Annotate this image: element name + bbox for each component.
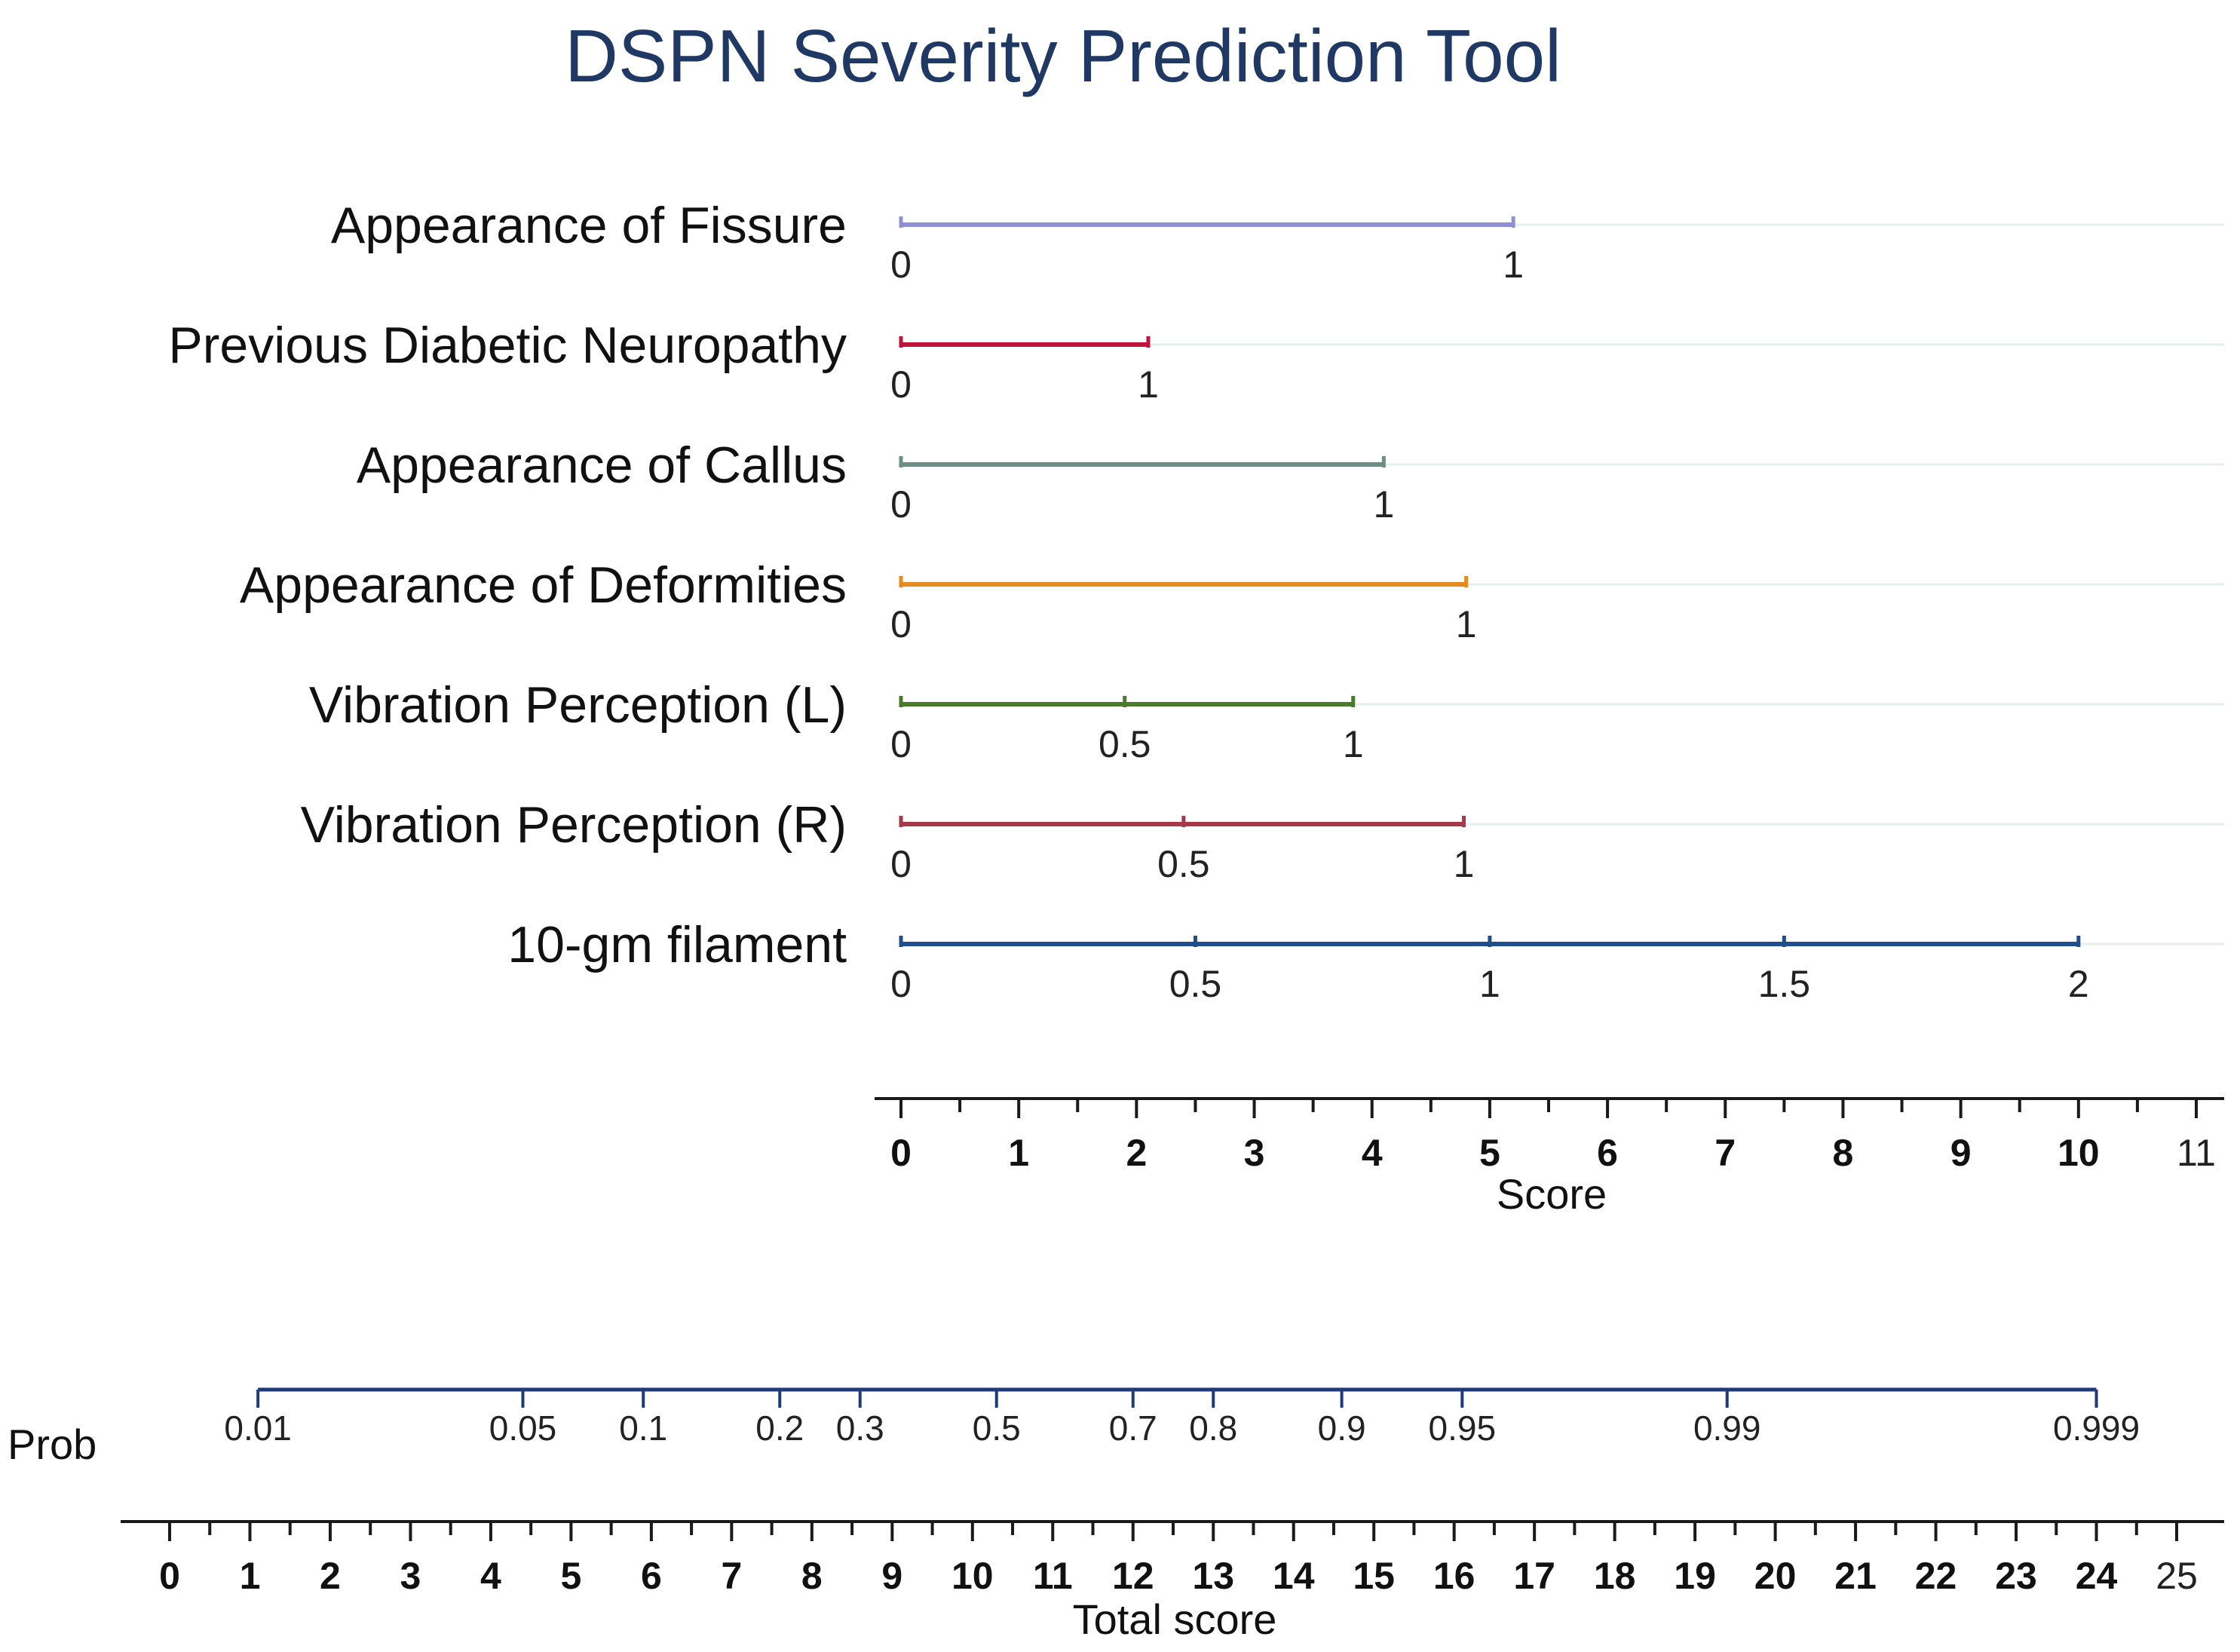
score-tick-label: 5 — [1479, 1132, 1500, 1174]
variable-label-vibration-perception-r: Vibration Perception (R) — [301, 796, 847, 854]
point-label-appearance-of-callus: 0 — [890, 483, 912, 526]
point-label-previous-diabetic-neuropathy: 0 — [890, 363, 912, 406]
chart-title: DSPN Severity Prediction Tool — [565, 14, 1561, 97]
total-tick-label: 16 — [1433, 1555, 1475, 1597]
prob-tick-label: 0.9 — [1318, 1408, 1366, 1448]
total-tick-label: 0 — [159, 1555, 180, 1597]
total-tick-label: 11 — [1033, 1555, 1073, 1597]
total-tick-label: 2 — [320, 1555, 341, 1597]
total-tick-label: 13 — [1192, 1555, 1234, 1597]
variable-label-10-gm-filament: 10-gm filament — [507, 916, 847, 973]
total-tick-label: 3 — [400, 1555, 421, 1597]
prob-tick-label: 0.01 — [224, 1408, 292, 1448]
total-tick-label: 23 — [1995, 1555, 2037, 1597]
point-label-vibration-perception-r: 0.5 — [1157, 843, 1210, 885]
point-label-vibration-perception-l: 0.5 — [1099, 723, 1151, 765]
total-tick-label: 15 — [1353, 1555, 1395, 1597]
score-tick-label: 8 — [1833, 1132, 1854, 1174]
prob-tick-label: 0.2 — [755, 1408, 804, 1448]
total-tick-label: 17 — [1513, 1555, 1555, 1597]
total-tick-label: 25 — [2156, 1555, 2198, 1597]
total-axis-title: Total score — [1073, 1595, 1277, 1643]
probability-axis: Prob 0.01 0.05 0.1 0.2 0.3 0.5 0.7 0.8 0.9 0.95 0.9… — [8, 1387, 2140, 1468]
point-label-vibration-perception-l: 1 — [1343, 723, 1364, 765]
total-tick-label: 19 — [1674, 1555, 1716, 1597]
point-label-10-gm-filament: 0.5 — [1169, 963, 1222, 1005]
score-tick-label: 4 — [1362, 1132, 1383, 1174]
point-label-appearance-of-fissure: 0 — [890, 244, 912, 286]
total-tick-label: 6 — [641, 1555, 662, 1597]
prob-axis-title: Prob — [8, 1421, 97, 1468]
score-tick-label: 0 — [890, 1132, 912, 1174]
score-tick-label: 9 — [1950, 1132, 1972, 1174]
prob-tick-label: 0.1 — [619, 1408, 667, 1448]
point-label-vibration-perception-r: 1 — [1454, 843, 1475, 885]
total-score-axis: 0 1 2 3 4 5 6 7 8 9 10 11 12 13 14 15 16 17 18 19 20 21 22 23 24… — [121, 1520, 2224, 1643]
score-tick-label: 1 — [1008, 1132, 1029, 1174]
prob-tick-label: 0.999 — [2053, 1408, 2140, 1448]
prob-tick-label: 0.5 — [973, 1408, 1021, 1448]
total-tick-label: 24 — [2076, 1555, 2118, 1597]
prob-tick-label: 0.99 — [1693, 1408, 1761, 1448]
point-label-vibration-perception-l: 0 — [890, 723, 912, 765]
score-axis: 0 1 2 3 4 5 6 7 8 9 10 11 Score — [875, 1097, 2224, 1218]
score-tick-label: 2 — [1126, 1132, 1147, 1174]
total-tick-label: 5 — [560, 1555, 581, 1597]
score-axis-title: Score — [1497, 1170, 1607, 1218]
point-label-appearance-of-fissure: 1 — [1503, 244, 1524, 286]
score-tick-label: 7 — [1714, 1132, 1736, 1174]
score-tick-label: 11 — [2177, 1132, 2216, 1174]
prob-tick-label: 0.95 — [1429, 1408, 1497, 1448]
variables-layer: Appearance of Fissure 0 1 Previous Diabetic… — [168, 197, 2224, 1005]
score-tick-label: 3 — [1244, 1132, 1265, 1174]
total-tick-label: 1 — [240, 1555, 261, 1597]
total-tick-label: 18 — [1594, 1555, 1636, 1597]
variable-label-appearance-of-callus: Appearance of Callus — [357, 437, 847, 494]
total-tick-label: 22 — [1915, 1555, 1957, 1597]
prob-tick-label: 0.3 — [836, 1408, 884, 1448]
point-label-10-gm-filament: 1.5 — [1758, 963, 1811, 1005]
point-label-appearance-of-deformities: 0 — [890, 603, 912, 645]
point-label-vibration-perception-r: 0 — [890, 843, 912, 885]
total-tick-label: 4 — [480, 1555, 501, 1597]
point-label-appearance-of-deformities: 1 — [1456, 603, 1477, 645]
total-tick-label: 21 — [1834, 1555, 1877, 1597]
score-tick-label: 10 — [2058, 1132, 2100, 1174]
point-label-previous-diabetic-neuropathy: 1 — [1138, 363, 1159, 406]
point-label-10-gm-filament: 0 — [890, 963, 912, 1005]
total-tick-label: 12 — [1112, 1555, 1154, 1597]
score-tick-label: 6 — [1597, 1132, 1618, 1174]
variable-label-previous-diabetic-neuropathy: Previous Diabetic Neuropathy — [168, 317, 847, 374]
point-label-10-gm-filament: 2 — [2068, 963, 2089, 1005]
point-label-appearance-of-callus: 1 — [1373, 483, 1394, 526]
variable-label-appearance-of-deformities: Appearance of Deformities — [240, 556, 847, 614]
prob-tick-label: 0.8 — [1189, 1408, 1237, 1448]
total-tick-label: 7 — [721, 1555, 742, 1597]
total-tick-label: 10 — [951, 1555, 994, 1597]
total-tick-label: 14 — [1273, 1555, 1315, 1597]
total-tick-label: 9 — [881, 1555, 902, 1597]
total-tick-label: 20 — [1754, 1555, 1797, 1597]
prob-tick-label: 0.7 — [1109, 1408, 1157, 1448]
point-label-10-gm-filament: 1 — [1479, 963, 1500, 1005]
variable-label-appearance-of-fissure: Appearance of Fissure — [331, 197, 847, 254]
variable-label-vibration-perception-l: Vibration Perception (L) — [309, 676, 847, 734]
total-tick-label: 8 — [801, 1555, 823, 1597]
prob-tick-label: 0.05 — [489, 1408, 557, 1448]
